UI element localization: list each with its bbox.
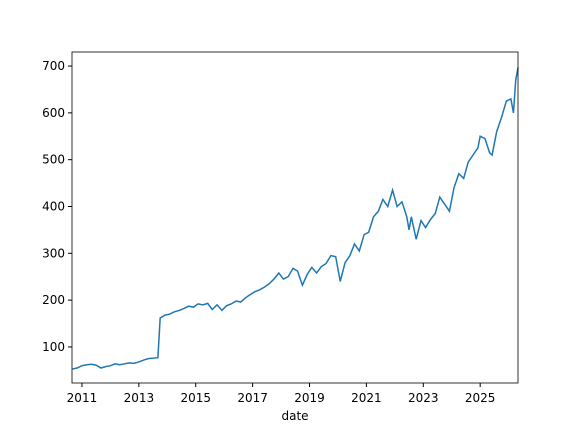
- x-tick-label: 2011: [67, 391, 98, 405]
- x-tick-label: 2017: [237, 391, 268, 405]
- y-tick-label: 300: [42, 246, 65, 260]
- y-tick-label: 400: [42, 199, 65, 213]
- x-tick-label: 2025: [465, 391, 496, 405]
- plot-frame: [71, 51, 519, 384]
- y-tick-label: 600: [42, 106, 65, 120]
- y-tick-label: 500: [42, 153, 65, 167]
- line: [72, 67, 519, 370]
- x-tick-label: 2021: [351, 391, 382, 405]
- x-axis-label: date: [281, 409, 308, 423]
- y-tick-label: 200: [42, 293, 65, 307]
- y-tick-label: 700: [42, 59, 65, 73]
- x-tick-label: 2019: [294, 391, 325, 405]
- x-tick-label: 2015: [180, 391, 211, 405]
- x-tick-label: 2013: [124, 391, 155, 405]
- y-tick-label: 100: [42, 340, 65, 354]
- x-tick-label: 2023: [408, 391, 439, 405]
